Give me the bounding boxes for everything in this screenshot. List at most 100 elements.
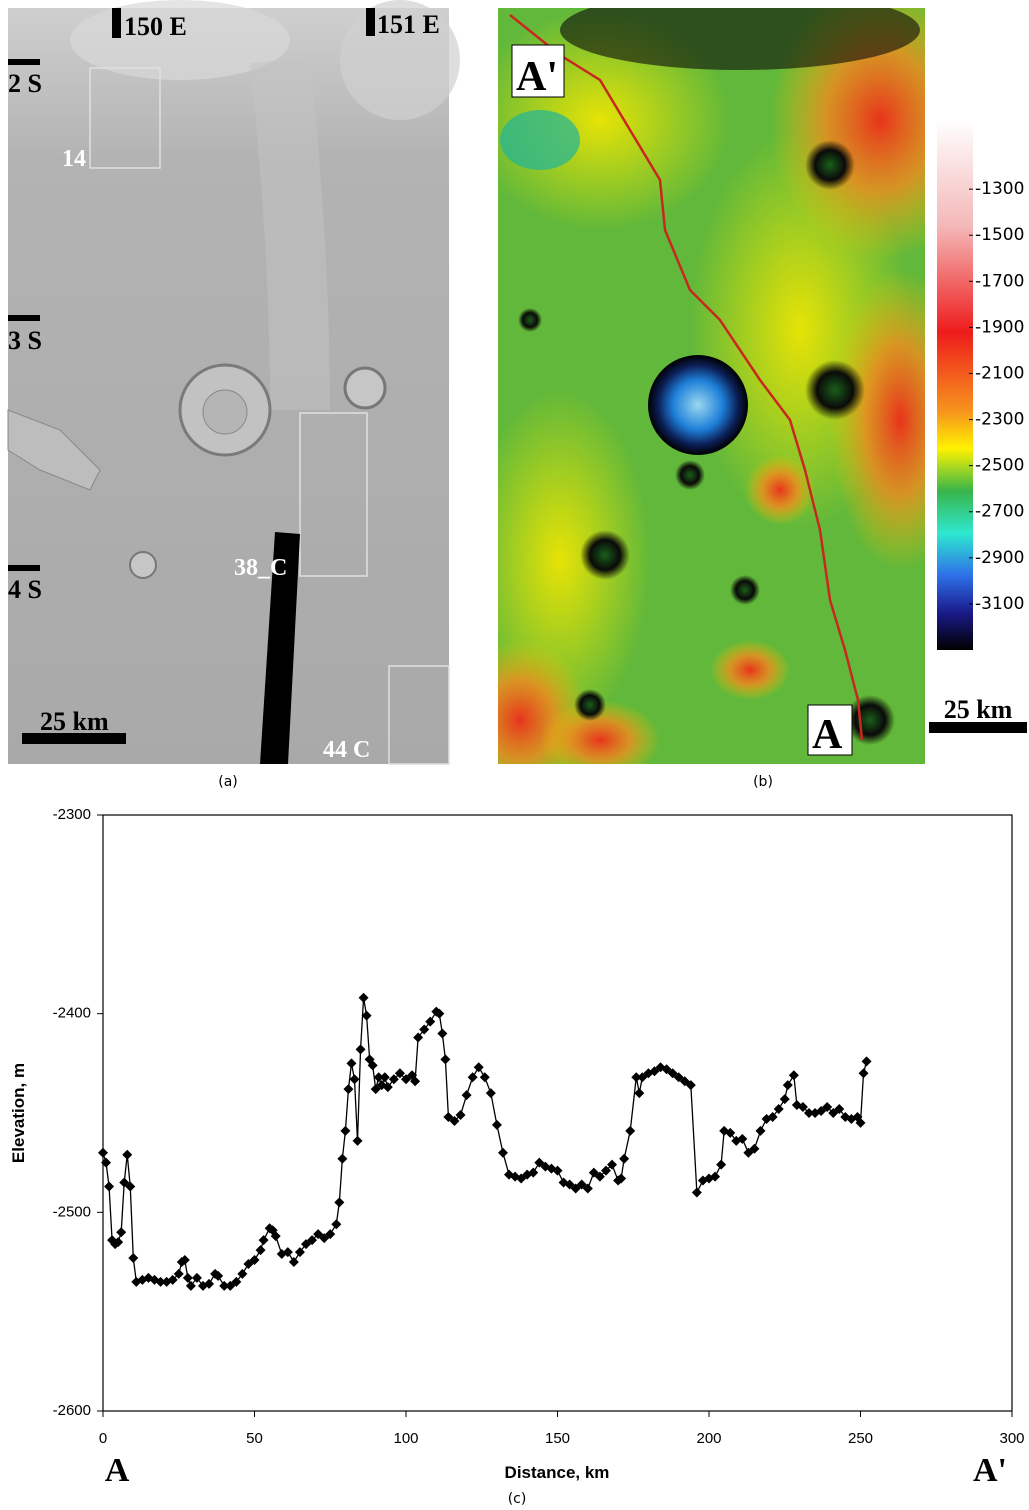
marker (270, 1231, 281, 1242)
marker (725, 1127, 736, 1138)
marker (767, 1111, 778, 1122)
marker (225, 1280, 236, 1291)
y-axis-label: Elevation, m (9, 1063, 28, 1163)
marker (691, 1187, 702, 1198)
marker (213, 1270, 224, 1281)
marker (634, 1088, 645, 1099)
marker (125, 1181, 136, 1192)
marker (301, 1239, 312, 1250)
marker (425, 1016, 436, 1027)
marker (173, 1268, 184, 1279)
marker (179, 1255, 190, 1266)
marker (104, 1181, 115, 1192)
x-tick-label: 0 (99, 1430, 107, 1447)
colorbar-tick-label: -1900 (975, 317, 1024, 337)
marker (710, 1171, 721, 1182)
marker (455, 1109, 466, 1120)
colorbar-tick-label: -1700 (975, 271, 1024, 291)
marker (855, 1117, 866, 1128)
colorbar-tick-label: -3100 (975, 594, 1024, 614)
marker (576, 1179, 587, 1190)
marker (367, 1060, 378, 1071)
marker (122, 1149, 133, 1160)
colorbar-tick-label: -1300 (975, 179, 1024, 199)
lat-label: 3 S (8, 326, 42, 355)
start-label: A (105, 1452, 130, 1489)
marker (716, 1159, 727, 1170)
marker (858, 1068, 869, 1079)
marker (282, 1247, 293, 1258)
marker (204, 1278, 215, 1289)
colorbar-tick-label: -2900 (975, 548, 1024, 568)
x-tick-label: 150 (545, 1430, 570, 1447)
chart: Distance, km Elevation, m A A' (c) -2600… (9, 806, 1025, 1507)
lat-label: 4 S (8, 575, 42, 604)
marker (473, 1062, 484, 1073)
marker (461, 1090, 472, 1101)
marker (349, 1074, 360, 1085)
marker (340, 1125, 351, 1136)
marker (788, 1070, 799, 1081)
marker (679, 1076, 690, 1087)
caption: (c) (508, 1491, 527, 1507)
marker (467, 1072, 478, 1083)
marker (582, 1183, 593, 1194)
marker (797, 1102, 808, 1113)
marker (255, 1245, 266, 1256)
marker (667, 1068, 678, 1079)
marker (394, 1068, 405, 1079)
marker (637, 1072, 648, 1083)
marker (185, 1280, 196, 1291)
marker (803, 1108, 814, 1118)
marker (116, 1227, 127, 1238)
marker (237, 1268, 248, 1279)
marker (755, 1125, 766, 1136)
profile-start-label: A (812, 712, 843, 758)
marker (258, 1235, 269, 1246)
marker (434, 1008, 445, 1019)
colorbar-tick-label: -2500 (975, 456, 1024, 476)
marker (119, 1177, 130, 1188)
marker (631, 1072, 642, 1083)
marker (319, 1233, 330, 1244)
colorbar-tick-label: -2100 (975, 363, 1024, 383)
marker (594, 1171, 605, 1182)
colorbar (937, 120, 973, 650)
marker (370, 1084, 381, 1095)
marker (325, 1229, 336, 1240)
marker (419, 1024, 430, 1035)
marker (685, 1080, 696, 1091)
marker (649, 1066, 660, 1077)
lon-label: 151 E (377, 10, 440, 39)
lat-label: 2 S (8, 69, 42, 98)
marker (861, 1056, 872, 1067)
marker (661, 1064, 672, 1075)
y-tick-label: -2300 (53, 806, 91, 823)
marker (334, 1197, 345, 1208)
marker (331, 1219, 342, 1230)
marker (437, 1028, 448, 1039)
marker (607, 1159, 618, 1170)
marker (619, 1153, 630, 1164)
marker (822, 1102, 833, 1113)
colorbar-tick-label: -2300 (975, 410, 1024, 430)
marker (249, 1255, 260, 1266)
marker (528, 1167, 539, 1178)
marker (440, 1054, 451, 1065)
panel-b: A' A 25 km (b) (498, 8, 1027, 790)
marker (743, 1147, 754, 1158)
marker (828, 1108, 839, 1118)
marker (288, 1257, 299, 1267)
marker (346, 1058, 357, 1069)
marker (504, 1169, 515, 1180)
marker (313, 1229, 324, 1240)
marker (479, 1072, 490, 1083)
scale-bar-label: 25 km (944, 695, 1013, 724)
marker (155, 1276, 166, 1287)
marker (243, 1258, 254, 1269)
marker (231, 1276, 242, 1287)
profile-line (102, 997, 868, 1288)
colorbar-tick-label: -2700 (975, 502, 1024, 522)
marker (552, 1165, 563, 1176)
marker (588, 1167, 599, 1178)
